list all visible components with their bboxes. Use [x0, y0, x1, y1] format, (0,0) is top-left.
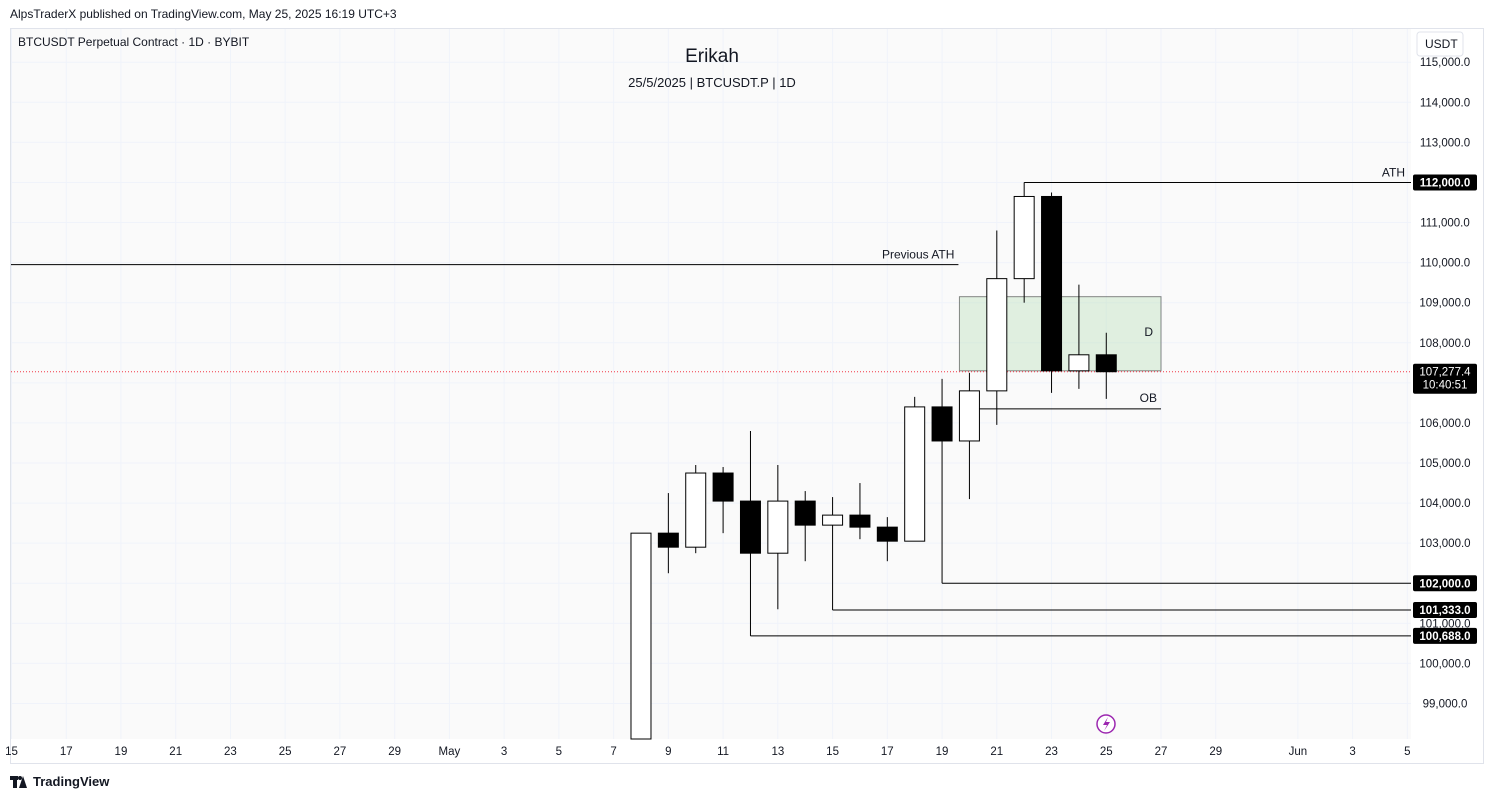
- previous-ath-label: Previous ATH: [882, 248, 954, 262]
- level-price-label: 100,688.0: [1419, 631, 1470, 643]
- time-axis[interactable]: 15 17 19 21 23 25 27 29 May 3 5 7 9 11 13 15 17 19 21 23 25 2…: [5, 746, 1410, 758]
- y-tick-label: 111,000.0: [1420, 218, 1469, 230]
- y-tick-label: 108,000.0: [1419, 338, 1470, 350]
- currency-button[interactable]: USDT: [1416, 31, 1464, 57]
- y-tick-label: 109,000.0: [1419, 298, 1470, 310]
- y-tick-label: 115,000.0: [1420, 57, 1470, 69]
- publisher-caption: AlpsTraderX published on TradingView.com…: [10, 7, 397, 21]
- lightning-icon[interactable]: [1096, 714, 1116, 734]
- y-tick-label: 106,000.0: [1419, 418, 1470, 430]
- tradingview-logo[interactable]: TradingView: [10, 774, 109, 789]
- y-tick-label: 99,000.0: [1423, 699, 1468, 711]
- level-price-tag: [1413, 627, 1477, 644]
- chart-title: Erikah: [685, 46, 739, 67]
- last-price-label: 107,277.4: [1419, 367, 1471, 379]
- level-price-tag: [1413, 174, 1477, 191]
- level-price-tag: [1413, 575, 1477, 592]
- x-tick-label: 17: [881, 746, 894, 758]
- y-tick-label: 105,000.0: [1419, 458, 1470, 470]
- x-tick-label: 19: [936, 746, 949, 758]
- plot-background: [11, 29, 1411, 739]
- y-tick-label: 113,000.0: [1420, 137, 1470, 149]
- y-tick-label: 103,000.0: [1419, 538, 1470, 550]
- x-tick-label: 5: [1404, 746, 1410, 758]
- candle-bullish: [1013, 195, 1035, 280]
- candle-bearish: [739, 500, 761, 554]
- candle-bearish: [1041, 195, 1063, 372]
- x-tick-label: 19: [115, 746, 128, 758]
- x-tick-label: 7: [610, 746, 616, 758]
- candle-bullish: [767, 500, 789, 554]
- tradingview-logo-icon: [10, 775, 28, 788]
- tradingview-logo-text: TradingView: [33, 774, 110, 789]
- candle-bearish: [712, 472, 734, 502]
- x-tick-label: 13: [771, 746, 784, 758]
- grid: [10, 29, 1411, 739]
- candle-bullish: [1068, 354, 1090, 372]
- level-price-tag: [1413, 601, 1477, 618]
- candle-bullish: [986, 278, 1008, 392]
- zone-label-d: D: [1144, 325, 1153, 339]
- x-tick-label: 5: [556, 746, 562, 758]
- x-tick-label: 11: [717, 746, 729, 758]
- y-tick-label: 101,000.0: [1419, 618, 1470, 630]
- candle-bearish: [931, 406, 953, 442]
- candle-bullish: [822, 514, 844, 526]
- x-tick-label: 29: [1209, 746, 1222, 758]
- ob-label: OB: [1140, 391, 1157, 405]
- x-tick-label: 3: [1349, 746, 1355, 758]
- level-price-label: 102,000.0: [1419, 578, 1470, 590]
- candle-bearish: [794, 500, 816, 526]
- x-tick-label: 27: [334, 746, 347, 758]
- level-price-label: 101,333.0: [1419, 605, 1470, 617]
- level-price-label: 112,000.0: [1420, 177, 1471, 189]
- annotation-lines: [11, 181, 1411, 637]
- candle-bearish: [657, 532, 679, 548]
- candle-bearish: [1095, 354, 1117, 373]
- x-tick-label: 21: [169, 746, 182, 758]
- y-tick-label: 100,000.0: [1419, 658, 1470, 670]
- x-tick-label: 23: [224, 746, 237, 758]
- candle-bullish: [685, 472, 707, 548]
- x-tick-label: 9: [665, 746, 671, 758]
- x-tick-label: 21: [990, 746, 1003, 758]
- candle-bullish: [904, 406, 926, 542]
- bar-countdown-label: 10:40:51: [1423, 380, 1468, 392]
- x-tick-label: 15: [826, 746, 839, 758]
- x-tick-label: 23: [1045, 746, 1058, 758]
- price-axis[interactable]: 99,000.0 100,000.0 101,000.0 102,000.0 103,0…: [1413, 57, 1477, 711]
- ath-label: ATH: [1382, 165, 1405, 179]
- x-tick-label: 3: [501, 746, 507, 758]
- candle-bearish: [876, 526, 898, 542]
- candle-bullish: [630, 532, 652, 740]
- candles: [630, 182, 1117, 740]
- y-tick-label: 110,000.0: [1420, 258, 1470, 270]
- x-tick-label: Jun: [1289, 746, 1308, 758]
- x-tick-label: 25: [279, 746, 292, 758]
- last-price-tag: [1413, 363, 1477, 394]
- x-tick-label: 29: [388, 746, 401, 758]
- currency-label: USDT: [1425, 37, 1458, 51]
- x-tick-label: 25: [1100, 746, 1113, 758]
- x-tick-label: 27: [1155, 746, 1168, 758]
- y-tick-label: 114,000.0: [1420, 97, 1470, 109]
- x-tick-label: 17: [60, 746, 73, 758]
- chart-labels: D Previous ATH OB ATH: [882, 165, 1405, 404]
- y-tick-label: 104,000.0: [1419, 498, 1470, 510]
- candle-bearish: [849, 514, 871, 528]
- x-tick-label: May: [439, 746, 461, 758]
- x-tick-label: 15: [5, 746, 18, 758]
- chart-subtitle: 25/5/2025 | BTCUSDT.P | 1D: [628, 75, 796, 90]
- candle-bullish: [958, 390, 980, 442]
- symbol-info: BTCUSDT Perpetual Contract · 1D · BYBIT: [18, 35, 250, 49]
